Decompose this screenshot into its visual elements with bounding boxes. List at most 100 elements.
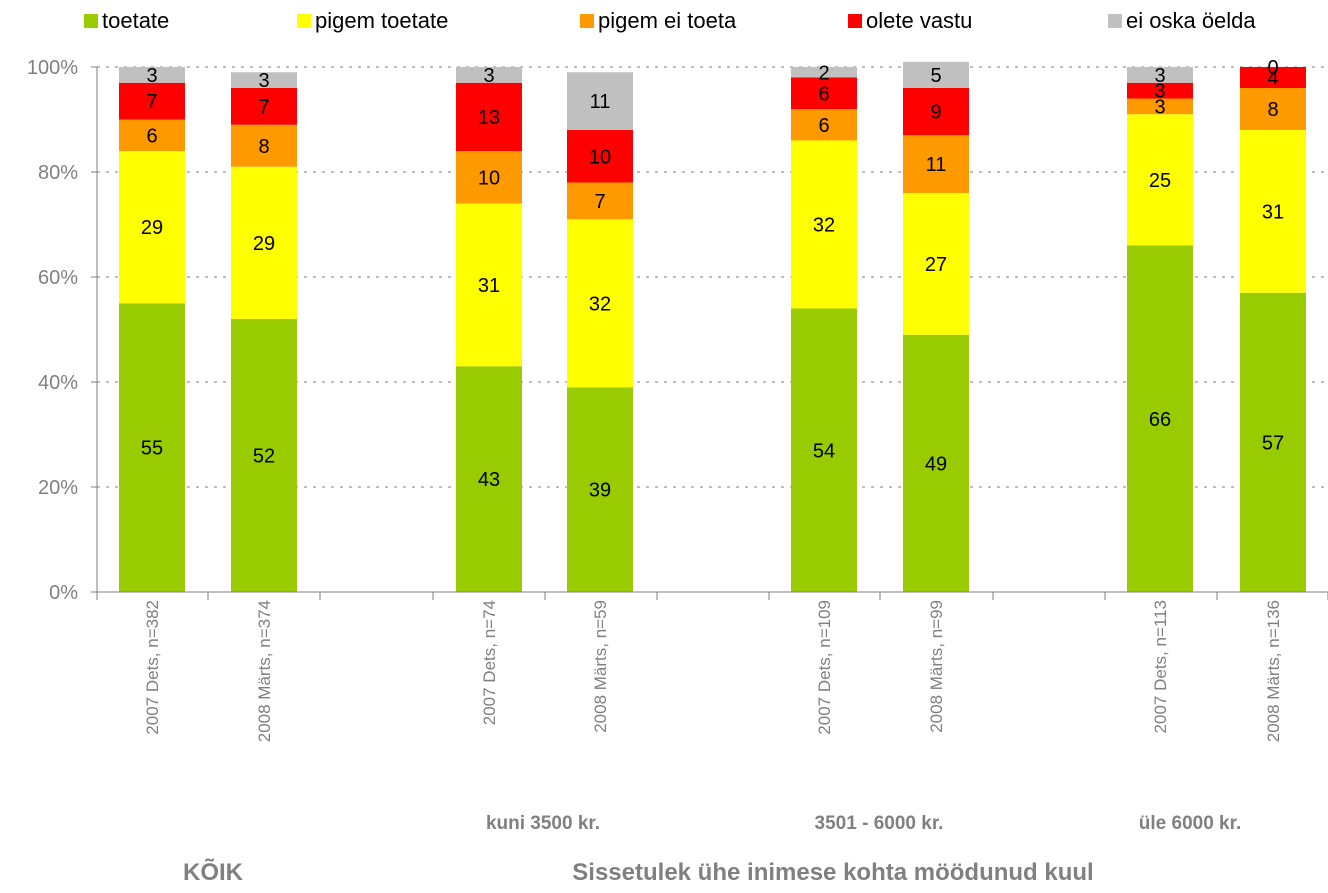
x-tick-label: 2008 Märts, n=136 xyxy=(1264,600,1283,742)
bar-segment xyxy=(231,166,297,319)
bar-segment xyxy=(1127,98,1193,115)
bar-segment xyxy=(567,387,633,592)
legend-swatch xyxy=(848,14,862,28)
x-axis-tick-labels: 2007 Dets, n=382 2008 Märts, n=374 2007 De… xyxy=(143,600,1283,742)
group-label: üle 6000 kr. xyxy=(1139,813,1241,834)
bar-segment xyxy=(567,130,633,183)
data-label: 7 xyxy=(258,96,269,118)
y-tick-label: 40% xyxy=(38,372,78,394)
data-label: 39 xyxy=(589,480,611,502)
bar-segment xyxy=(119,82,185,120)
data-label: 27 xyxy=(925,254,947,276)
x-tick-label: 2007 Dets, n=74 xyxy=(480,600,499,725)
legend-item: ei oska öelda xyxy=(1108,8,1256,34)
legend-item: toetate xyxy=(84,8,169,34)
axes xyxy=(91,66,1328,600)
data-label: 32 xyxy=(813,215,835,237)
data-label: 31 xyxy=(1262,201,1284,223)
group-labels: kuni 3500 kr. 3501 - 6000 kr. üle 6000 kr.… xyxy=(183,813,1241,886)
data-label: 32 xyxy=(589,293,611,315)
x-tick-label: 2007 Dets, n=382 xyxy=(143,600,162,735)
bar-segment xyxy=(119,303,185,592)
data-label: 2 xyxy=(818,62,829,84)
legend-swatch xyxy=(580,14,594,28)
data-label: 7 xyxy=(146,91,157,113)
bar-segment xyxy=(1127,82,1193,99)
data-label: 4 xyxy=(1267,68,1278,90)
legend-label: toetate xyxy=(102,8,170,33)
data-label: 3 xyxy=(1154,65,1165,87)
bar-segment xyxy=(456,203,522,367)
bar-segment xyxy=(1127,245,1193,592)
x-tick-label: 2007 Dets, n=109 xyxy=(815,600,834,735)
bottom-label: Sissetulek ühe inimese kohta möödunud ku… xyxy=(572,859,1093,886)
data-label: 9 xyxy=(930,102,941,124)
bar-segment xyxy=(903,193,969,335)
bar-segment xyxy=(1240,130,1306,293)
legend-swatch xyxy=(84,14,98,28)
data-label: 0 xyxy=(1267,57,1278,79)
data-label: 66 xyxy=(1149,409,1171,431)
bar-segment xyxy=(231,72,297,88)
bar-segment xyxy=(119,151,185,304)
data-label: 49 xyxy=(925,453,947,475)
bar-segment xyxy=(567,72,633,130)
bar-segment xyxy=(903,61,969,88)
data-label: 54 xyxy=(813,440,835,462)
bar-segment xyxy=(791,140,857,309)
data-label: 25 xyxy=(1149,170,1171,192)
bar-segment xyxy=(231,319,297,592)
x-tick-label: 2007 Dets, n=113 xyxy=(1151,600,1170,733)
y-tick-label: 60% xyxy=(38,267,78,289)
bar-segment xyxy=(903,88,969,136)
x-tick-label: 2008 Märts, n=59 xyxy=(591,600,610,733)
bar-segment xyxy=(903,135,969,193)
data-label: 6 xyxy=(146,125,157,147)
data-label: 3 xyxy=(483,65,494,87)
bar-segment xyxy=(456,366,522,592)
y-tick-label: 0% xyxy=(49,582,78,604)
data-label: 5 xyxy=(930,65,941,87)
data-label: 8 xyxy=(258,136,269,158)
data-label: 11 xyxy=(590,91,611,113)
data-label: 6 xyxy=(818,83,829,105)
data-label: 43 xyxy=(478,469,500,491)
y-tick-label: 100% xyxy=(27,57,78,79)
bar-segment xyxy=(1240,292,1306,592)
data-label: 3 xyxy=(146,65,157,87)
group-label: kuni 3500 kr. xyxy=(486,813,600,834)
bar-segment xyxy=(456,67,522,83)
bar-segment xyxy=(456,82,522,151)
data-label: 3 xyxy=(1154,96,1165,118)
bar-segment xyxy=(567,219,633,388)
legend-label: olete vastu xyxy=(866,8,973,33)
data-label: 7 xyxy=(594,191,605,213)
bar-segment xyxy=(119,67,185,83)
legend-item: pigem toetate xyxy=(297,8,448,34)
legend-label: ei oska öelda xyxy=(1126,8,1256,33)
bar-segment xyxy=(1240,88,1306,130)
data-label: 57 xyxy=(1262,432,1284,454)
y-tick-label: 80% xyxy=(38,162,78,184)
x-tick-label: 2008 Märts, n=99 xyxy=(927,600,946,733)
legend-label: pigem toetate xyxy=(315,8,449,33)
data-label: 52 xyxy=(253,446,275,468)
bar-segment xyxy=(1127,67,1193,83)
data-label: 11 xyxy=(926,154,947,176)
legend-label: pigem ei toeta xyxy=(598,8,737,33)
legend-swatch xyxy=(1108,14,1122,28)
x-tick-label: 2008 Märts, n=374 xyxy=(255,600,274,742)
bar-segment xyxy=(456,151,522,204)
bottom-label: KÕIK xyxy=(183,858,244,886)
bar-segment xyxy=(791,77,857,109)
data-label: 10 xyxy=(478,167,500,189)
bar-segment xyxy=(791,67,857,78)
data-label: 55 xyxy=(141,438,163,460)
data-label: 3 xyxy=(258,70,269,92)
bar-segment xyxy=(903,334,969,592)
bar-segment xyxy=(567,182,633,220)
legend: toetate pigem toetate pigem ei toeta olete … xyxy=(0,8,1328,38)
y-axis-ticks: 0% 20% 40% 60% 80% 100% xyxy=(27,57,78,604)
group-label: 3501 - 6000 kr. xyxy=(815,813,944,834)
